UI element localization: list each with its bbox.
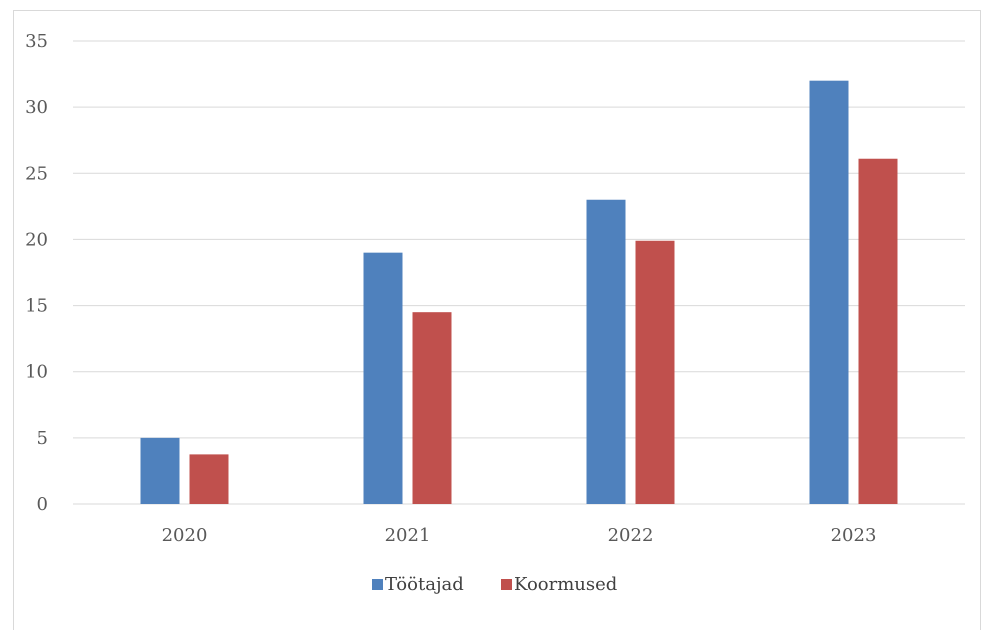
bar-koormused-2022 (635, 240, 675, 504)
y-tick-label: 15 (25, 296, 48, 317)
legend-label: Koormused (514, 574, 617, 595)
bar-koormused-2023 (858, 158, 898, 504)
bar-t-tajad-2023 (809, 80, 849, 504)
bar-t-tajad-2022 (586, 199, 626, 504)
y-tick-label: 10 (25, 362, 48, 383)
chart-frame (13, 10, 981, 630)
y-tick-label: 25 (25, 163, 48, 184)
bar-t-tajad-2020 (140, 437, 180, 504)
x-tick-label: 2020 (162, 525, 208, 546)
bar-koormused-2020 (189, 454, 229, 504)
y-tick-label: 35 (25, 31, 48, 52)
y-tick-label: 5 (37, 428, 48, 449)
x-tick-label: 2023 (831, 525, 877, 546)
legend-swatch-koormused (501, 579, 512, 590)
x-tick-label: 2021 (385, 525, 431, 546)
legend-swatch-t-tajad (372, 579, 383, 590)
x-tick-label: 2022 (608, 525, 654, 546)
y-tick-label: 20 (25, 229, 48, 250)
legend-label: Töötajad (385, 574, 464, 595)
y-tick-label: 30 (25, 97, 48, 118)
y-tick-label: 0 (37, 494, 48, 515)
bar-t-tajad-2021 (363, 252, 403, 504)
bar-koormused-2021 (412, 312, 452, 504)
